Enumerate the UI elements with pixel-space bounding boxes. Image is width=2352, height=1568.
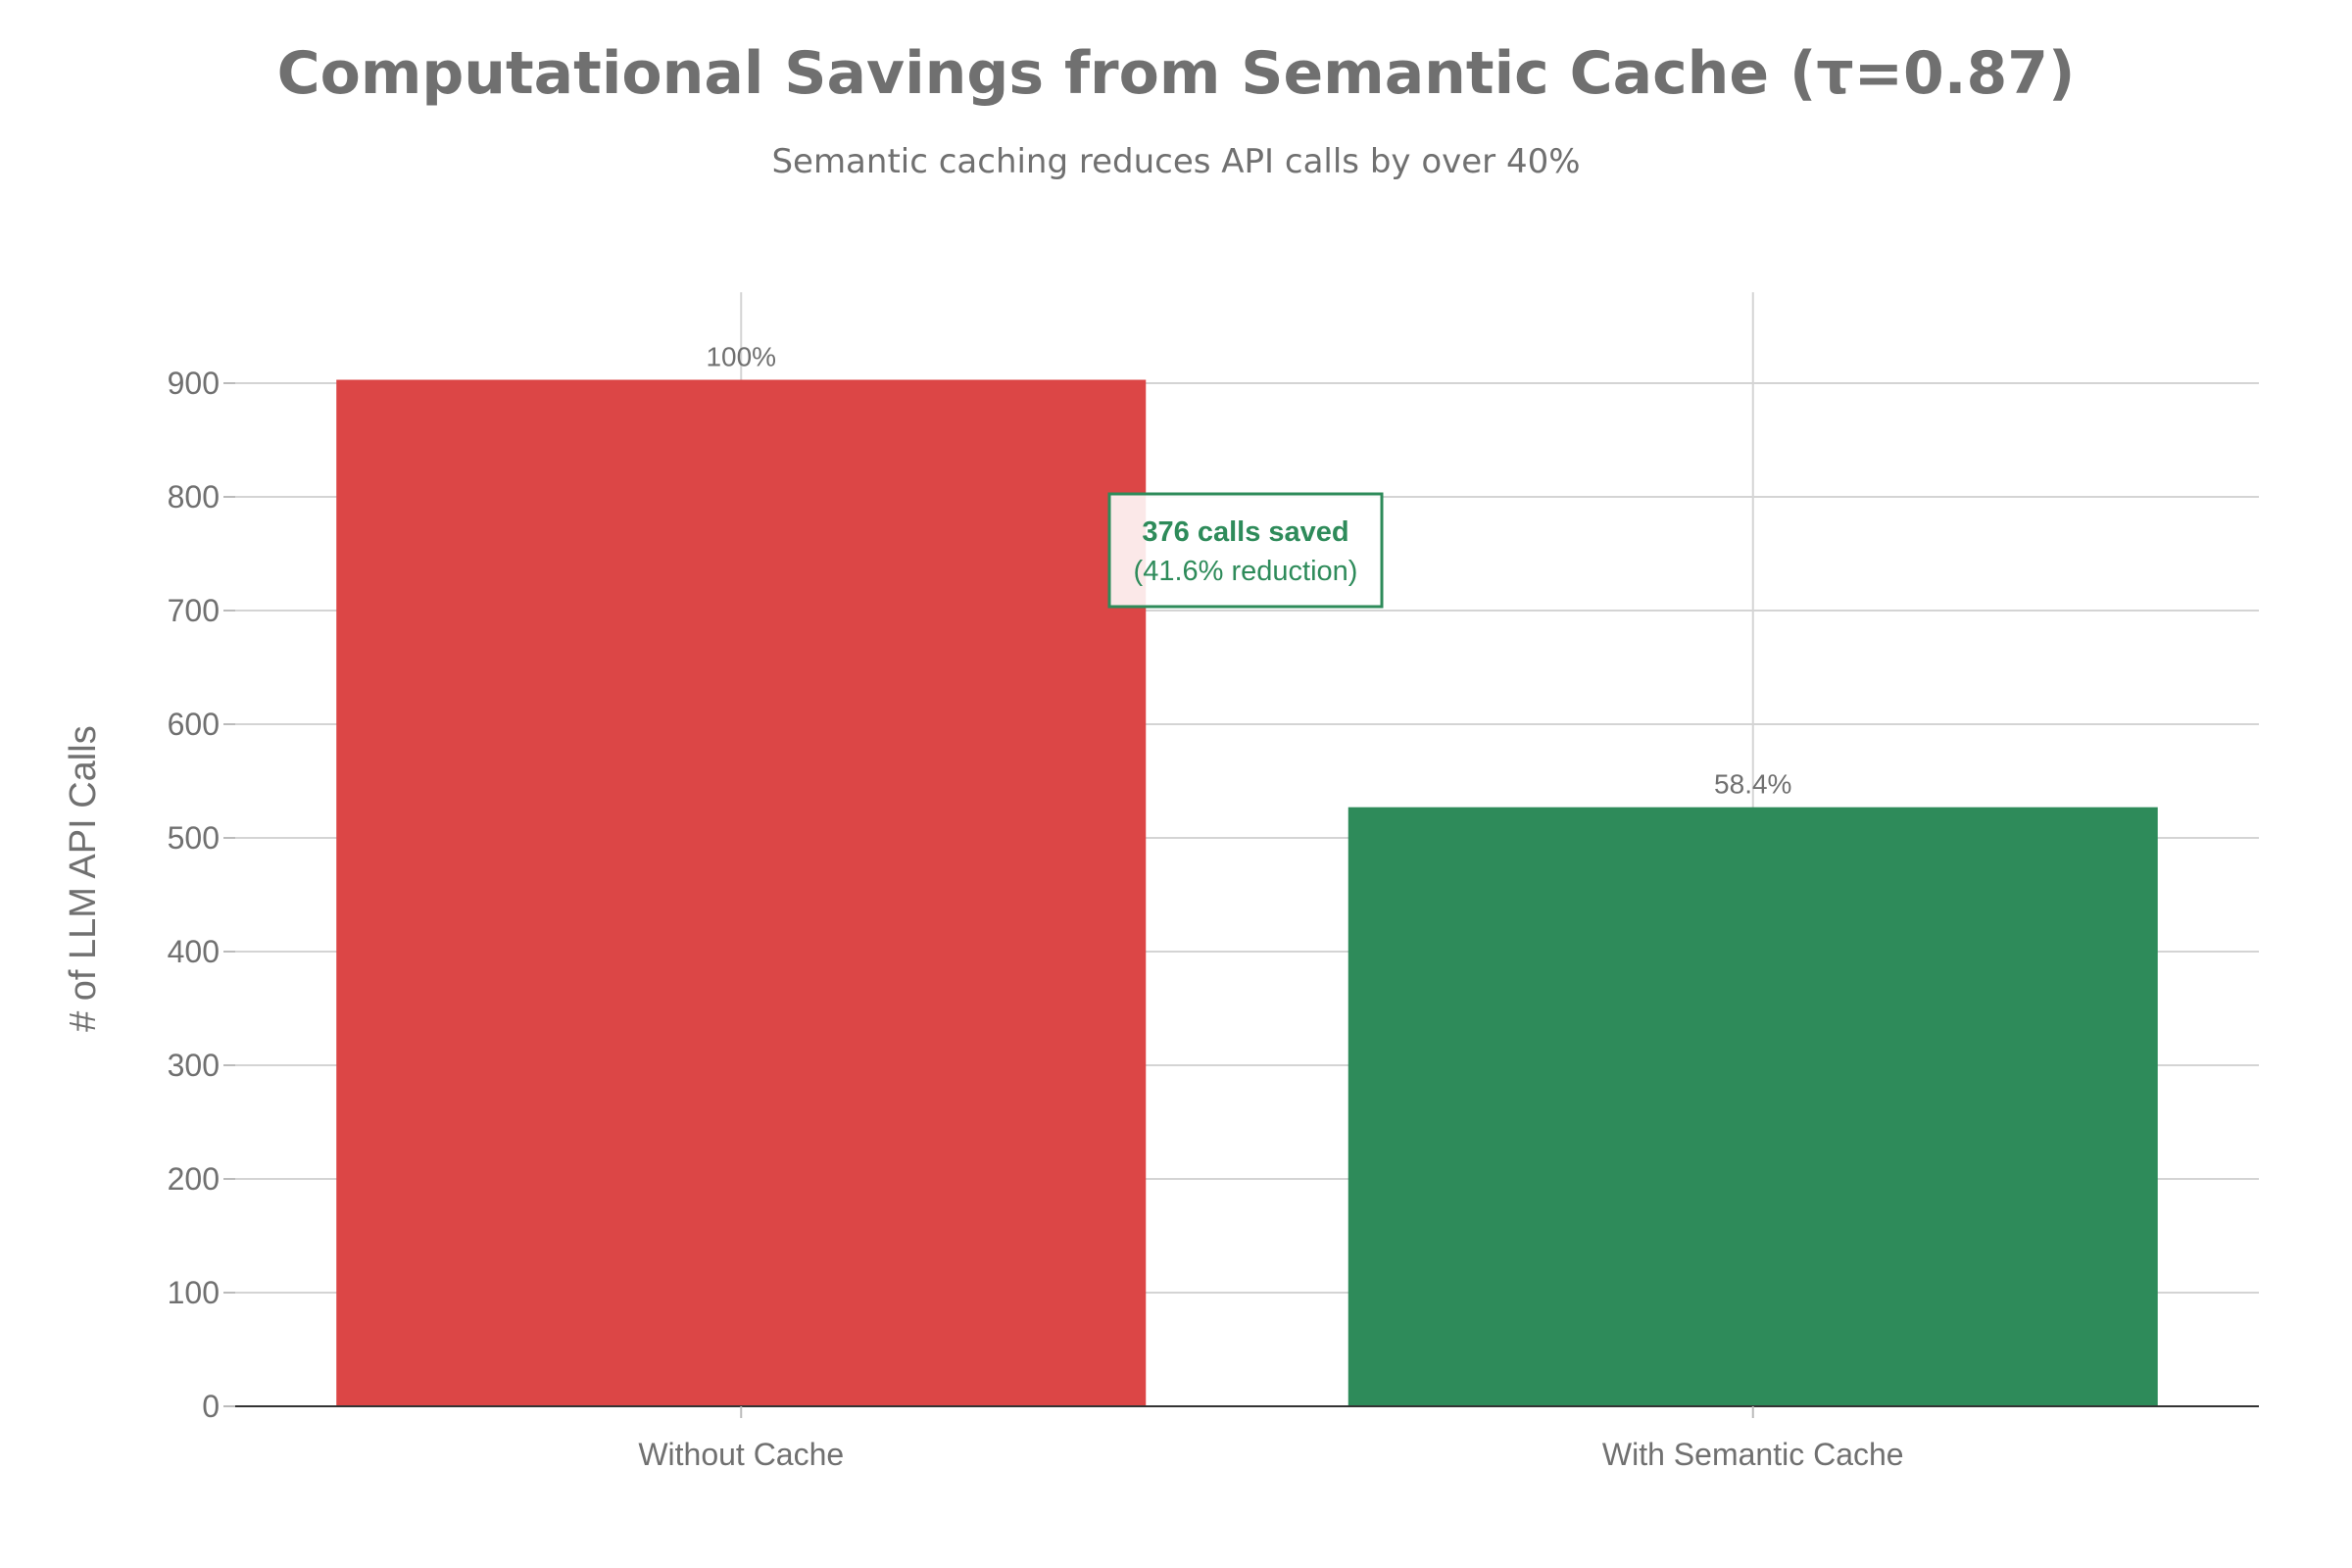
annotation-line-2: (41.6% reduction): [1134, 556, 1358, 587]
chart-subtitle: Semantic caching reduces API calls by ov…: [771, 142, 1581, 181]
y-tick-label: 600: [168, 707, 220, 742]
bar: [336, 379, 1147, 1406]
bar-value-labels: 100% 58.4%: [706, 342, 1791, 800]
y-tick-label: 200: [168, 1161, 220, 1197]
y-tick-label: 0: [202, 1389, 220, 1424]
bar-value-label: 100%: [706, 342, 776, 372]
y-axis-title: # of LLM API Calls: [63, 725, 104, 1032]
y-axis-ticks: 0 100 200 300 400 500 600 700 800 900: [168, 366, 235, 1424]
y-tick-label: 300: [168, 1048, 220, 1083]
y-tick-label: 500: [168, 820, 220, 856]
annotation-box: [1107, 492, 1384, 609]
x-tick-label: With Semantic Cache: [1602, 1437, 1904, 1472]
y-tick-label: 900: [168, 366, 220, 401]
y-tick-label: 800: [168, 479, 220, 514]
y-tick-label: 400: [168, 934, 220, 969]
y-tick-label: 700: [168, 593, 220, 628]
bars: [336, 379, 2158, 1406]
x-tick-label: Without Cache: [638, 1437, 844, 1472]
y-tick-label: 100: [168, 1275, 220, 1310]
bar-value-label: 58.4%: [1714, 769, 1791, 800]
savings-annotation: 376 calls saved (41.6% reduction): [1107, 492, 1384, 609]
chart-title: Computational Savings from Semantic Cach…: [276, 39, 2076, 108]
annotation-line-1: 376 calls saved: [1142, 516, 1348, 548]
bar: [1348, 807, 2158, 1406]
x-axis-ticks: Without Cache With Semantic Cache: [638, 1406, 1904, 1472]
